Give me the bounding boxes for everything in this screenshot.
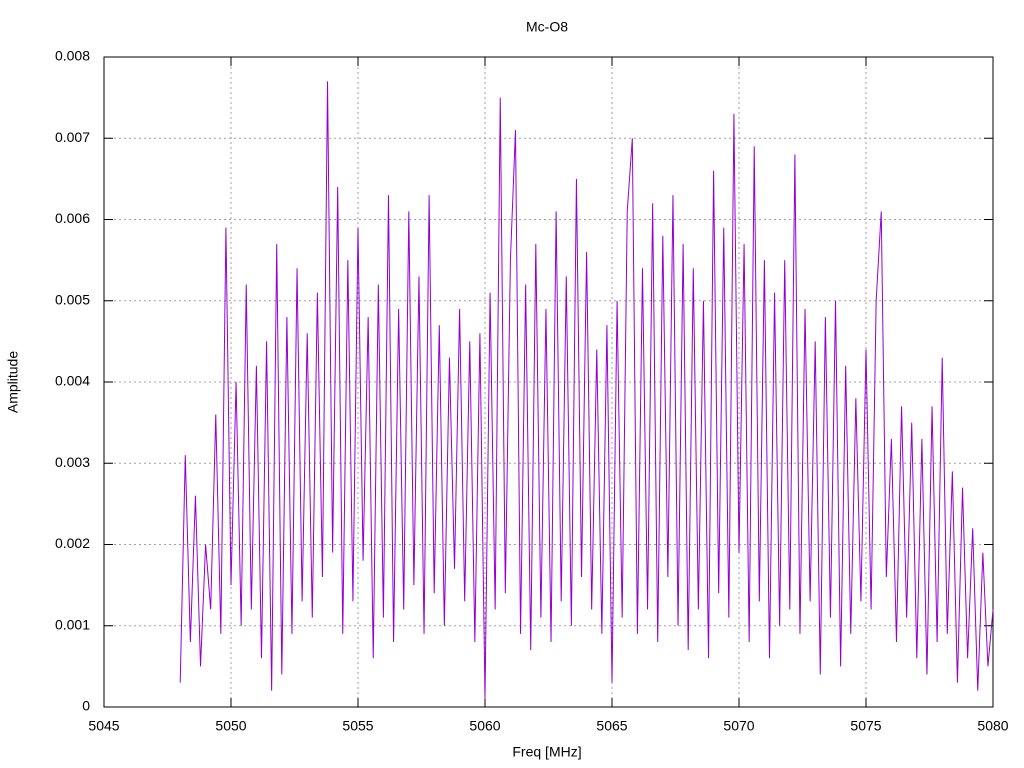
x-tick-label: 5080 [977,718,1008,734]
chart-title: Mc-O8 [526,19,568,35]
y-tick-label: 0.001 [55,616,90,632]
y-tick-label: 0.002 [55,535,90,551]
y-tick-label: 0.007 [55,129,90,145]
x-tick-label: 5055 [342,718,373,734]
x-axis-label: Freq [MHz] [512,744,581,760]
y-axis-label: Amplitude [5,351,21,413]
x-tick-label: 5060 [469,718,500,734]
x-tick-label: 5075 [850,718,881,734]
y-tick-label: 0.003 [55,454,90,470]
y-tick-label: 0.004 [55,373,90,389]
x-tick-label: 5070 [723,718,754,734]
y-tick-label: 0.008 [55,48,90,64]
x-tick-label: 5065 [596,718,627,734]
y-tick-label: 0.006 [55,210,90,226]
data-line [179,81,994,699]
x-tick-label: 5045 [88,718,119,734]
x-tick-label: 5050 [215,718,246,734]
y-tick-label: 0 [82,698,90,714]
plot-border [103,56,994,708]
y-tick-label: 0.005 [55,291,90,307]
